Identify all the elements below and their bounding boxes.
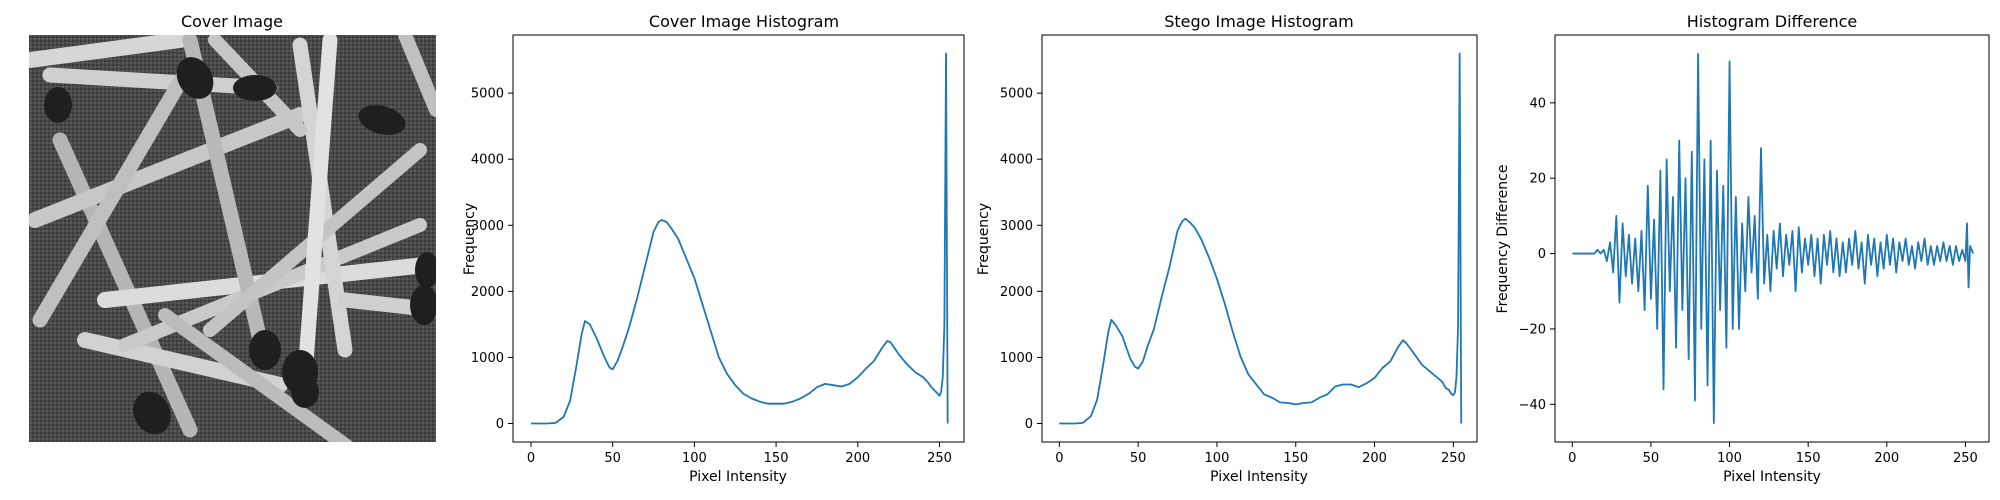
difference-y-ticks: −40 −20 0 20 40 <box>1519 96 1555 413</box>
cover-histogram-y-tick-label: 1000 <box>471 351 504 366</box>
difference-x-tick-label: 100 <box>1717 451 1742 466</box>
cover-histogram-y-tick-label: 4000 <box>471 153 504 168</box>
cover-image-title: Cover Image <box>181 12 283 31</box>
difference-y-tick-label: −40 <box>1519 398 1546 413</box>
cover-histogram-y-tick-label: 5000 <box>471 87 504 102</box>
stego-histogram-xlabel: Pixel Intensity <box>1210 469 1308 485</box>
stego-histogram-x-tick-label: 0 <box>1055 451 1063 466</box>
stego-histogram-x-tick-label: 250 <box>1441 451 1466 466</box>
stego-histogram-x-tick-label: 150 <box>1283 451 1308 466</box>
stego-histogram-y-tick-label: 3000 <box>1000 219 1033 234</box>
cover-histogram-x-tick-label: 150 <box>764 451 789 466</box>
difference-x-tick-label: 250 <box>1953 451 1978 466</box>
cover-histogram-x-tick-label: 250 <box>927 451 952 466</box>
difference-title: Histogram Difference <box>1687 12 1858 31</box>
cover-histogram-x-tick-label: 200 <box>845 451 870 466</box>
cover-histogram-title: Cover Image Histogram <box>649 12 839 31</box>
panel-stego-histogram: Stego Image Histogram 0 50 100 150 200 250 0 1… <box>976 12 1478 485</box>
cover-histogram-line <box>530 52 949 425</box>
cover-histogram-x-tick-label: 100 <box>682 451 707 466</box>
difference-x-tick-label: 0 <box>1568 451 1576 466</box>
cover-histogram-y-tick-label: 3000 <box>471 219 504 234</box>
stego-histogram-y-tick-label: 1000 <box>1000 351 1033 366</box>
cover-histogram-axes <box>512 34 965 443</box>
stego-histogram-x-ticks: 0 50 100 150 200 250 <box>1055 442 1466 466</box>
stego-histogram-y-tick-label: 4000 <box>1000 153 1033 168</box>
difference-x-tick-label: 50 <box>1643 451 1660 466</box>
difference-y-tick-label: 0 <box>1538 247 1546 262</box>
stego-histogram-title: Stego Image Histogram <box>1164 12 1354 31</box>
cover-histogram-x-tick-label: 50 <box>604 451 621 466</box>
cover-histogram-x-ticks: 0 50 100 150 200 250 <box>527 442 952 466</box>
stego-histogram-x-tick-label: 50 <box>1130 451 1147 466</box>
stego-histogram-axes <box>1041 34 1478 443</box>
cover-histogram-xlabel: Pixel Intensity <box>689 469 787 485</box>
panel-cover-histogram: Cover Image Histogram 0 50 100 150 200 250 0 1… <box>462 12 965 485</box>
stego-histogram-y-tick-label: 2000 <box>1000 285 1033 300</box>
difference-axes <box>1554 34 1990 443</box>
stego-histogram-line <box>1059 52 1463 425</box>
stego-histogram-y-ticks: 0 1000 2000 3000 4000 5000 <box>1000 87 1042 432</box>
difference-xlabel: Pixel Intensity <box>1723 469 1821 485</box>
cover-histogram-y-tick-label: 2000 <box>471 285 504 300</box>
difference-y-tick-label: −20 <box>1519 322 1546 337</box>
cover-histogram-x-tick-label: 0 <box>527 451 535 466</box>
difference-ylabel: Frequency Difference <box>1495 165 1511 314</box>
stego-histogram-ylabel: Frequency <box>976 203 992 275</box>
difference-y-tick-label: 40 <box>1529 96 1546 111</box>
difference-x-ticks: 0 50 100 150 200 250 <box>1568 442 1978 466</box>
cover-image <box>29 35 436 442</box>
stego-histogram-x-tick-label: 100 <box>1205 451 1230 466</box>
cover-histogram-ylabel: Frequency <box>462 203 478 275</box>
difference-line <box>1572 52 1975 425</box>
cover-histogram-y-ticks: 0 1000 2000 3000 4000 5000 <box>471 87 513 432</box>
stego-histogram-x-tick-label: 200 <box>1362 451 1387 466</box>
panel-histogram-difference: Histogram Difference 0 50 100 150 200 250 −40… <box>1495 12 1990 485</box>
panel-cover-image: Cover Image <box>29 12 436 442</box>
difference-x-tick-label: 150 <box>1796 451 1821 466</box>
cover-histogram-y-tick-label: 0 <box>496 417 504 432</box>
stego-histogram-y-tick-label: 5000 <box>1000 87 1033 102</box>
difference-x-tick-label: 200 <box>1874 451 1899 466</box>
stego-histogram-y-tick-label: 0 <box>1025 417 1033 432</box>
difference-y-tick-label: 20 <box>1529 172 1546 187</box>
